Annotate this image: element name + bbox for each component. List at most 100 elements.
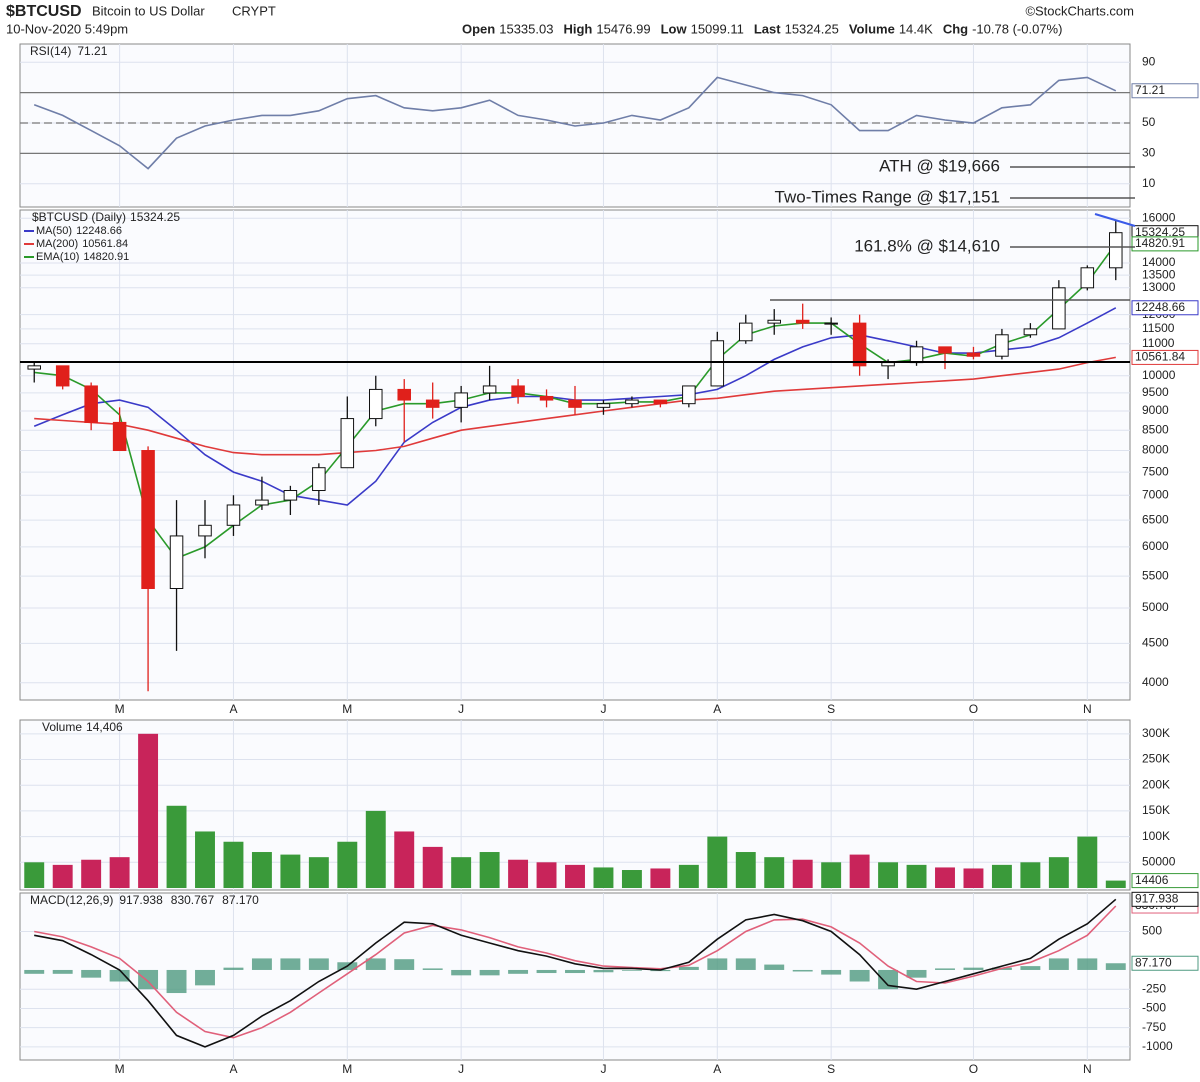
x-tick-label: J [458, 702, 464, 716]
y-tick-label: 7500 [1142, 464, 1169, 478]
y-tick-label: 5500 [1142, 568, 1169, 582]
candle-body [340, 418, 355, 469]
histogram-bar [1048, 958, 1069, 970]
legend-value: 12248.66 [76, 225, 122, 237]
y-tick-label: 4000 [1142, 675, 1169, 689]
histogram-bar [280, 958, 301, 970]
annotation: ATH @ $19,666 [879, 156, 1000, 175]
exchange: CRYPT [232, 3, 276, 18]
candle-body [55, 365, 70, 387]
panel: 4000 4500 5000 5500 6000 6500 7000 7500 8000 8500… [19, 209, 1199, 716]
line [34, 898, 1117, 1048]
y-tick-label: 8500 [1142, 422, 1169, 436]
legend-value: 87.170 [222, 893, 259, 907]
histogram-bar [109, 969, 130, 982]
y-tick-label: 50000 [1142, 854, 1176, 868]
histogram-bar [508, 969, 529, 974]
volume-bar [906, 864, 927, 888]
y-tick-label: 11000 [1142, 336, 1175, 350]
line [33, 76, 1117, 170]
histogram-bar [792, 969, 813, 972]
volume-bar [422, 846, 443, 888]
y-tick-label: -250 [1142, 981, 1166, 995]
y-tick-label: 8000 [1142, 443, 1169, 457]
quote-label: Low [661, 21, 688, 36]
volume-bar [821, 862, 842, 888]
value-box [1131, 873, 1199, 889]
candle-body [397, 388, 411, 401]
value-box-label: 15324.25 [1135, 225, 1185, 239]
y-tick-label: 10 [1142, 176, 1156, 190]
volume-bar [849, 854, 870, 888]
volume-bar [678, 864, 699, 888]
quote-label: Chg [943, 21, 968, 36]
panel: -1000 -750 -500 -250 500 M A M J J A S O N 87.170 830.7… [19, 891, 1199, 1076]
value-box [1131, 955, 1199, 971]
volume-bar [764, 857, 785, 888]
panel: 10 30 50 90 71.21 RSI(14) 71.21 [19, 43, 1199, 208]
trend-line [1094, 213, 1136, 227]
volume-bar [166, 805, 187, 888]
histogram-bar [878, 969, 899, 990]
quote-label: Open [462, 21, 495, 36]
candle-body [283, 490, 298, 501]
candle-body [596, 403, 611, 408]
value-box-label: 917.938 [1135, 891, 1179, 905]
volume-bar [565, 864, 585, 888]
x-tick-label: N [1083, 702, 1092, 716]
candle-body [653, 399, 668, 405]
candle-body [568, 399, 582, 408]
value-box [1131, 349, 1199, 365]
quote-value: 15099.11 [691, 21, 744, 36]
histogram-bar [735, 958, 756, 970]
legend-title: $BTCUSD (Daily) [32, 210, 126, 224]
candle-body [995, 334, 1009, 357]
candle-body [909, 346, 924, 364]
y-tick-label: 200K [1142, 777, 1170, 791]
value-box [1131, 236, 1199, 252]
volume-bar [935, 867, 955, 888]
y-tick-label: -500 [1142, 1001, 1166, 1015]
volume-bar [81, 859, 102, 888]
histogram-bar [536, 969, 557, 974]
x-tick-label: J [600, 1062, 606, 1076]
volume-bar [337, 841, 358, 888]
candle-body [881, 362, 895, 367]
volume-bar [451, 857, 472, 888]
volume-bar [1077, 836, 1098, 888]
y-tick-label: 4500 [1142, 636, 1169, 650]
quote-value: 15324.25 [785, 21, 839, 36]
x-tick-label: O [969, 702, 978, 716]
histogram-bar [593, 969, 614, 973]
histogram-bar [223, 967, 244, 970]
y-tick-label: 500 [1142, 924, 1162, 938]
histogram-bar [394, 959, 415, 970]
legend-value: 14820.91 [83, 251, 129, 263]
value-box-label: 87.170 [1135, 955, 1172, 969]
y-tick-label: 7000 [1142, 487, 1169, 501]
value-box-label: 12248.66 [1135, 300, 1185, 314]
histogram-bar [81, 969, 102, 978]
x-tick-label: O [969, 1062, 978, 1076]
value-box [1131, 300, 1199, 316]
histogram-bar [1020, 966, 1041, 970]
value-box [1131, 83, 1199, 99]
x-tick-label: A [229, 1062, 237, 1076]
x-tick-label: A [713, 1062, 721, 1076]
candle-body [1080, 267, 1095, 289]
candle-body [369, 388, 383, 420]
histogram-bar [422, 968, 443, 970]
legend-value: 10561.84 [82, 238, 128, 250]
candle-body [27, 365, 41, 370]
volume-bar [1020, 862, 1041, 888]
line [34, 905, 1117, 1039]
volume-bar [707, 836, 728, 888]
x-tick-label: S [827, 1062, 835, 1076]
y-tick-label: 13000 [1142, 280, 1176, 294]
histogram-bar [906, 969, 927, 978]
value-box-label: 14406 [1135, 873, 1169, 887]
volume-bar [963, 868, 984, 888]
volume-bar [280, 854, 301, 888]
volume-bar [223, 841, 244, 888]
